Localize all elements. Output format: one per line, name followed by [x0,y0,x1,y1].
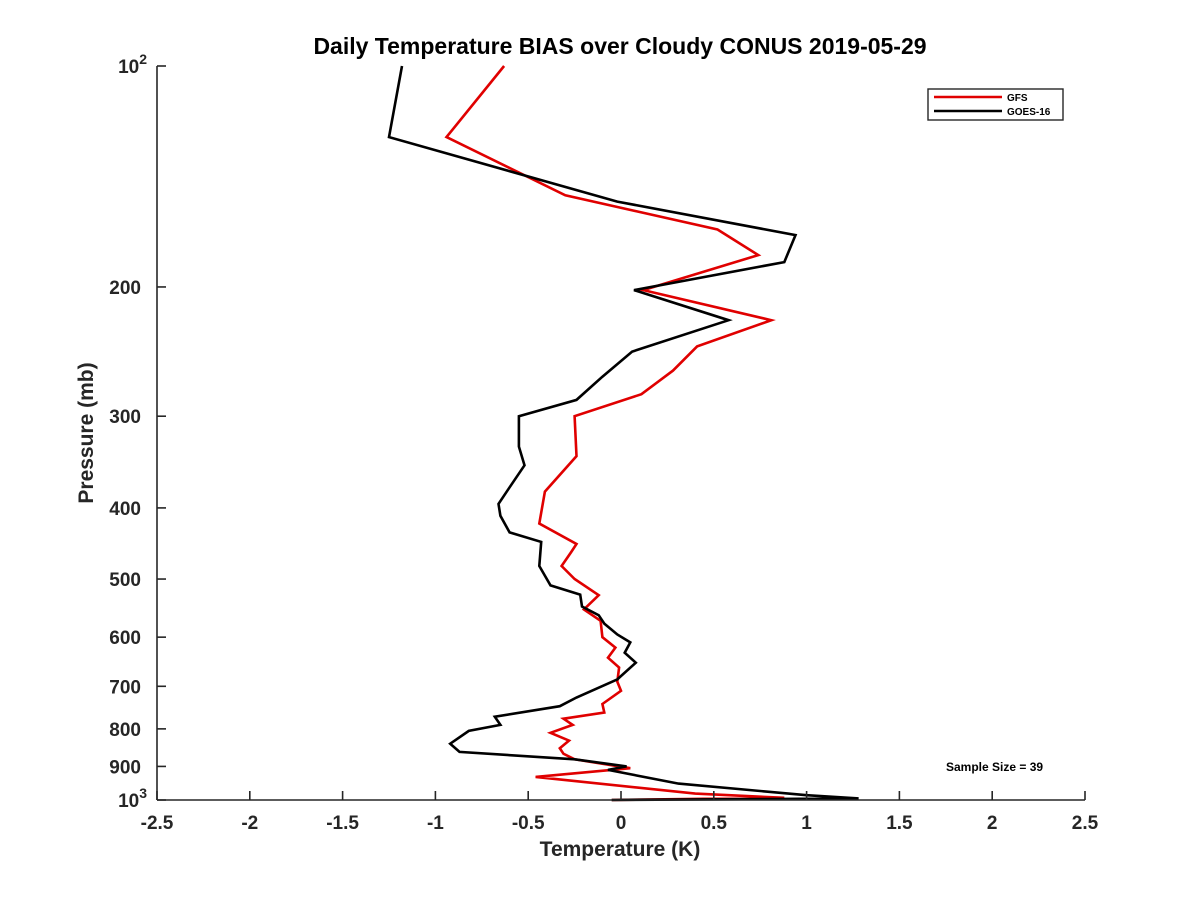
y-tick-label-exponent: 3 [139,785,147,801]
y-axis-label: Pressure (mb) [75,362,98,503]
x-tick-label: -2.5 [141,813,174,834]
x-tick-label: -2 [241,813,258,834]
y-tick-label: 900 [109,757,141,778]
y-tick-label-exponent: 2 [139,51,147,67]
series-line-gfs [444,65,785,802]
sample-size-annotation: Sample Size = 39 [946,760,1043,774]
x-tick-label: 2.5 [1072,813,1099,834]
y-tick-label: 200 [109,278,141,299]
y-tick-label: 500 [109,570,141,591]
y-tick-label: 700 [109,677,141,698]
legend-label-gfs: GFS [1007,93,1028,104]
chart-title: Daily Temperature BIAS over Cloudy CONUS… [313,33,926,59]
series-line-goes16 [387,65,859,802]
y-tick-label: 102 [118,51,147,78]
x-tick-label: 0 [616,813,627,834]
x-axis-label: Temperature (K) [540,838,701,861]
x-tick-label: -1.5 [326,813,359,834]
y-tick-label: 300 [109,407,141,428]
x-tick-label: 1.5 [886,813,913,834]
y-tick-label: 800 [109,720,141,741]
y-tick-label-base: 10 [118,57,139,78]
legend-box [927,88,1064,121]
y-tick-label-base: 10 [118,791,139,812]
x-ticks: -2.5 -2 -1.5 -1 -0.5 0 0.5 1 1.5 2 2.5 [141,791,1099,834]
x-tick-label: -1 [427,813,444,834]
y-tick-label: 103 [118,785,147,812]
y-tick-label: 600 [109,628,141,649]
legend-label-goes16: GOES-16 [1007,107,1051,118]
plot-lines [387,65,859,802]
x-tick-label: 2 [987,813,998,834]
legend: GFS GOES-16 [927,88,1064,121]
x-tick-label: 0.5 [701,813,728,834]
y-tick-label: 400 [109,499,141,520]
x-tick-label: -0.5 [512,813,545,834]
x-tick-label: 1 [801,813,812,834]
